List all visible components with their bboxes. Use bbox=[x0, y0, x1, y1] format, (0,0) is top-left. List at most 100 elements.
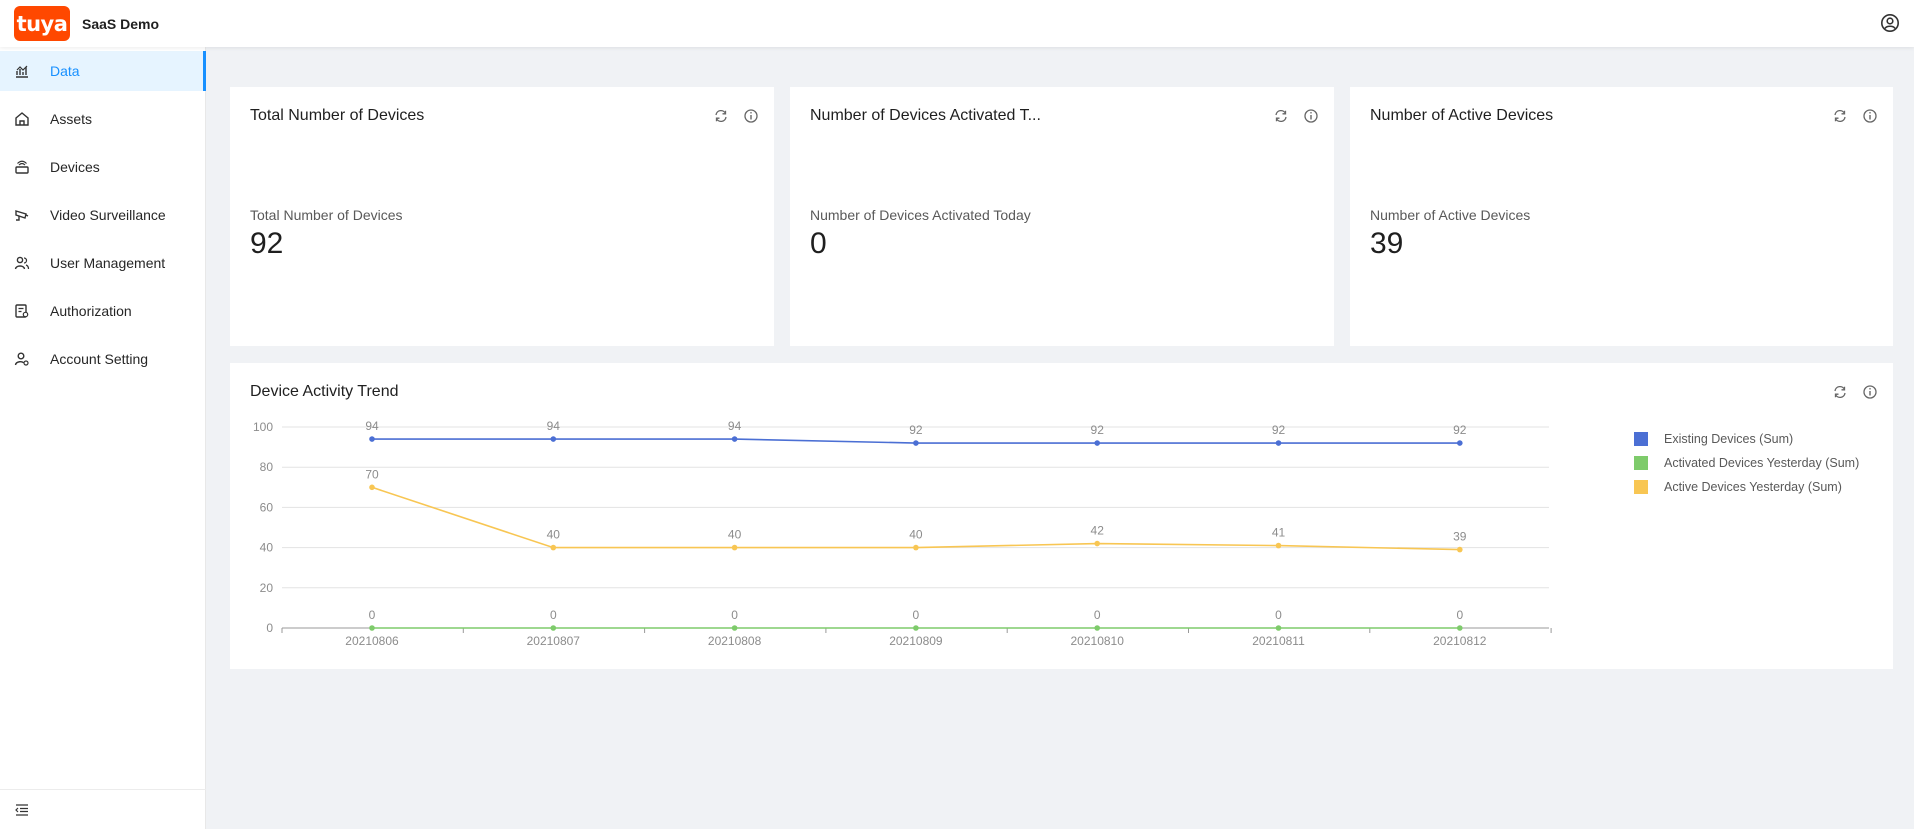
data-label: 0 bbox=[731, 608, 738, 622]
data-point bbox=[1094, 440, 1100, 446]
metric-card-active-devices: Number of Active Devices Number of Activ… bbox=[1350, 87, 1893, 346]
user-avatar-icon[interactable] bbox=[1880, 13, 1900, 33]
y-tick-label: 40 bbox=[260, 541, 274, 555]
info-icon[interactable] bbox=[1861, 383, 1879, 401]
sidebar-item-authorization[interactable]: Authorization bbox=[0, 291, 206, 331]
legend-swatch bbox=[1634, 456, 1648, 470]
data-label: 0 bbox=[1094, 608, 1101, 622]
sidebar-item-label: Authorization bbox=[50, 303, 132, 319]
data-point bbox=[1457, 546, 1463, 553]
data-label: 42 bbox=[1091, 524, 1105, 538]
data-label: 0 bbox=[369, 608, 376, 622]
legend-swatch bbox=[1634, 480, 1648, 494]
refresh-icon[interactable] bbox=[1831, 383, 1849, 401]
data-label: 92 bbox=[1272, 423, 1286, 437]
sidebar-item-label: Account Setting bbox=[50, 351, 149, 367]
x-tick-label: 20210809 bbox=[889, 634, 943, 648]
card-tools bbox=[712, 107, 760, 125]
data-label: 39 bbox=[1453, 530, 1467, 544]
card-title: Total Number of Devices bbox=[250, 107, 425, 124]
data-point bbox=[1094, 540, 1100, 547]
y-tick-label: 20 bbox=[260, 581, 274, 595]
data-point bbox=[1457, 625, 1463, 631]
sidebar-item-label: Video Surveillance bbox=[50, 207, 166, 223]
card-title: Number of Active Devices bbox=[1370, 107, 1554, 124]
data-point bbox=[913, 544, 919, 551]
x-tick-label: 20210807 bbox=[527, 634, 581, 648]
legend-item-active-devices[interactable]: Active Devices Yesterday (Sum) bbox=[1634, 475, 1859, 499]
card-tools bbox=[1831, 107, 1879, 125]
sidebar-item-account-setting[interactable]: Account Setting bbox=[0, 339, 206, 379]
device-activity-trend-card: 0 20 40 60 80 100 20210806 20210807 20210808 2021… bbox=[230, 363, 1893, 669]
data-label: 92 bbox=[1453, 423, 1467, 437]
legend-item-existing-devices[interactable]: Existing Devices (Sum) bbox=[1634, 427, 1859, 451]
device-activity-trend-chart: 0 20 40 60 80 100 20210806 20210807 20210808 2021… bbox=[253, 419, 1552, 648]
refresh-icon[interactable] bbox=[712, 107, 730, 125]
chart-legend: Existing Devices (Sum) Activated Devices… bbox=[1634, 427, 1859, 499]
data-label: 92 bbox=[909, 423, 923, 437]
info-icon[interactable] bbox=[1861, 107, 1879, 125]
sidebar-footer bbox=[0, 789, 206, 829]
collapse-menu-icon[interactable] bbox=[14, 802, 30, 818]
sidebar-item-label: Devices bbox=[50, 159, 100, 175]
tuya-logo[interactable]: tuya bbox=[14, 6, 70, 41]
y-tick-label: 0 bbox=[266, 621, 273, 635]
metric-value: 92 bbox=[250, 227, 284, 260]
x-tick-label: 20210810 bbox=[1071, 634, 1125, 648]
data-label: 0 bbox=[550, 608, 557, 622]
data-point bbox=[1457, 440, 1463, 446]
data-point bbox=[1275, 625, 1282, 631]
legend-item-activated-devices[interactable]: Activated Devices Yesterday (Sum) bbox=[1634, 451, 1859, 475]
data-point bbox=[913, 440, 919, 446]
sidebar-item-data[interactable]: Data bbox=[0, 51, 206, 91]
refresh-icon[interactable] bbox=[1831, 107, 1849, 125]
y-tick-label: 100 bbox=[253, 420, 273, 434]
sidebar-item-video-surveillance[interactable]: Video Surveillance bbox=[0, 195, 206, 235]
legend-swatch bbox=[1634, 432, 1648, 446]
sidebar: Data Assets Devices Video Surveillance U… bbox=[0, 47, 206, 829]
legend-label: Active Devices Yesterday (Sum) bbox=[1664, 480, 1842, 494]
data-label: 70 bbox=[365, 467, 379, 481]
legend-label: Existing Devices (Sum) bbox=[1664, 432, 1794, 446]
info-icon[interactable] bbox=[1302, 107, 1320, 125]
data-label: 92 bbox=[1091, 423, 1105, 437]
data-label: 94 bbox=[547, 419, 561, 433]
app-name: SaaS Demo bbox=[82, 15, 160, 32]
card-tools bbox=[1272, 107, 1320, 125]
card-title: Number of Devices Activated T... bbox=[810, 107, 1041, 124]
sidebar-item-user-management[interactable]: User Management bbox=[0, 243, 206, 283]
data-label: 0 bbox=[913, 608, 920, 622]
data-label: 0 bbox=[1456, 608, 1463, 622]
y-tick-label: 60 bbox=[260, 500, 274, 514]
data-point bbox=[1275, 542, 1282, 549]
data-label: 40 bbox=[547, 528, 561, 542]
metric-label: Number of Active Devices bbox=[1370, 207, 1531, 223]
data-point bbox=[369, 484, 375, 491]
data-label: 41 bbox=[1272, 526, 1286, 540]
device-icon bbox=[15, 160, 29, 174]
data-point bbox=[731, 544, 738, 551]
sidebar-item-label: Data bbox=[50, 63, 80, 79]
data-point bbox=[731, 436, 738, 442]
metric-card-total-devices: Total Number of Devices Total Number of … bbox=[230, 87, 774, 346]
metric-value: 39 bbox=[1370, 227, 1404, 260]
sidebar-item-assets[interactable]: Assets bbox=[0, 99, 206, 139]
refresh-icon[interactable] bbox=[1272, 107, 1290, 125]
x-tick-label: 20210806 bbox=[345, 634, 399, 648]
data-point bbox=[550, 436, 557, 442]
data-label: 94 bbox=[728, 419, 742, 433]
chart-icon bbox=[16, 65, 28, 78]
camera-icon bbox=[15, 210, 29, 221]
data-point bbox=[369, 625, 375, 631]
authorization-icon bbox=[15, 304, 29, 318]
data-label: 40 bbox=[909, 528, 923, 542]
info-icon[interactable] bbox=[742, 107, 760, 125]
metric-value: 0 bbox=[810, 227, 827, 260]
x-tick-label: 20210812 bbox=[1433, 634, 1487, 648]
data-point bbox=[550, 544, 557, 551]
sidebar-item-devices[interactable]: Devices bbox=[0, 147, 206, 187]
top-bar: tuya SaaS Demo bbox=[0, 0, 1914, 47]
data-point bbox=[550, 625, 557, 631]
sidebar-item-label: Assets bbox=[50, 111, 93, 127]
legend-label: Activated Devices Yesterday (Sum) bbox=[1664, 456, 1860, 470]
